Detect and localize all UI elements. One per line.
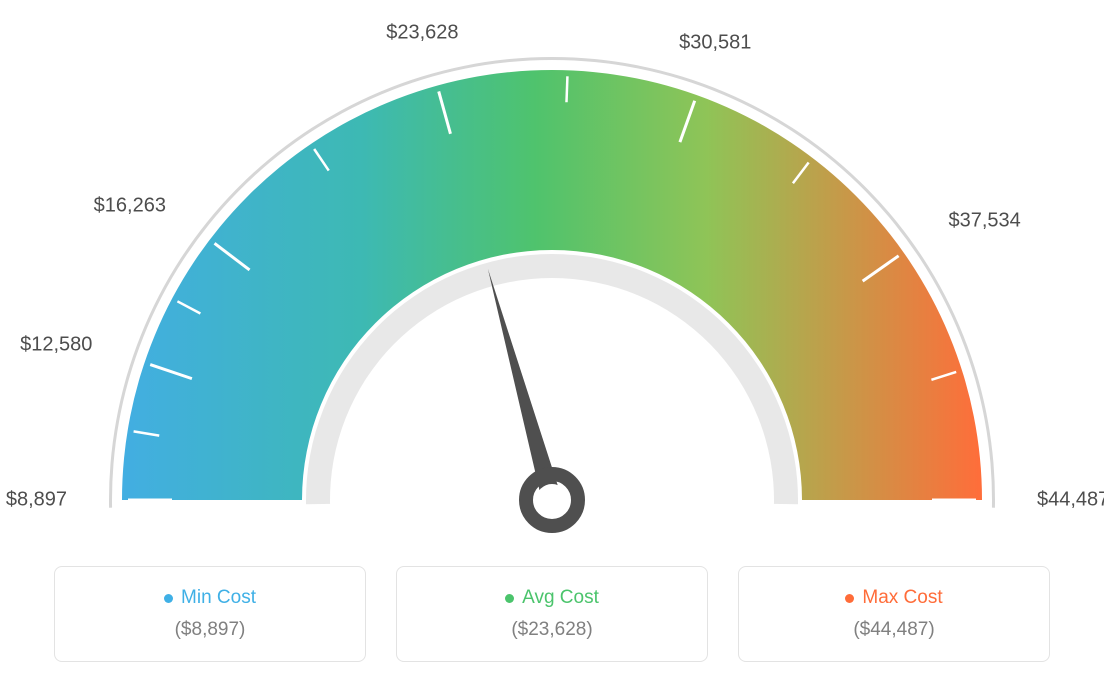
- gauge-tick-label: $12,580: [20, 334, 92, 357]
- cost-gauge-chart: $8,897 $12,580 $16,263 $23,628 $30,581 $37,53…: [0, 0, 1104, 690]
- gauge-tick-label: $44,487: [1037, 489, 1104, 512]
- gauge-tick-label: $8,897: [6, 489, 67, 512]
- legend-card-min: Min Cost ($8,897): [54, 566, 366, 662]
- legend-title-max-text: Max Cost: [862, 587, 942, 609]
- gauge-area: $8,897 $12,580 $16,263 $23,628 $30,581 $37,53…: [0, 0, 1104, 560]
- legend-row: Min Cost ($8,897) Avg Cost ($23,628) Max…: [54, 566, 1050, 662]
- legend-title-avg: Avg Cost: [505, 587, 599, 609]
- legend-title-avg-text: Avg Cost: [522, 587, 599, 609]
- gauge-tick-label: $23,628: [386, 21, 458, 44]
- legend-title-min: Min Cost: [164, 587, 256, 609]
- legend-title-min-text: Min Cost: [181, 587, 256, 609]
- legend-dot-avg: [505, 594, 514, 603]
- legend-value-min: ($8,897): [175, 619, 246, 641]
- legend-value-avg: ($23,628): [511, 619, 592, 641]
- legend-dot-min: [164, 594, 173, 603]
- legend-card-max: Max Cost ($44,487): [738, 566, 1050, 662]
- legend-card-avg: Avg Cost ($23,628): [396, 566, 708, 662]
- legend-dot-max: [845, 594, 854, 603]
- gauge-tick-label: $16,263: [94, 195, 166, 218]
- legend-value-max: ($44,487): [853, 619, 934, 641]
- gauge-tick-label: $37,534: [948, 209, 1020, 232]
- gauge-tick-label: $30,581: [679, 32, 751, 55]
- gauge-svg: [102, 40, 1002, 550]
- legend-title-max: Max Cost: [845, 587, 942, 609]
